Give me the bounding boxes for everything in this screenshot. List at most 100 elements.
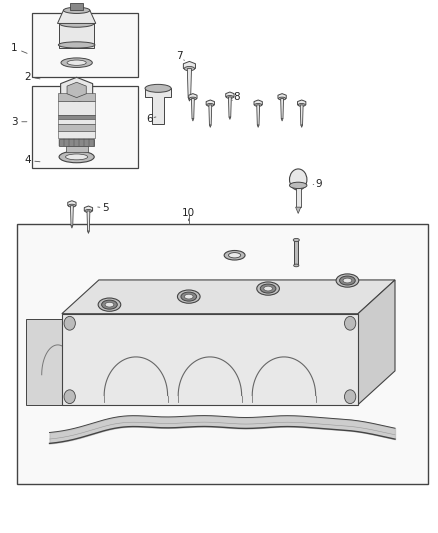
Ellipse shape: [260, 284, 276, 293]
Bar: [58, 101, 95, 115]
Polygon shape: [60, 77, 93, 102]
Bar: [59, 23, 94, 47]
Text: 1: 1: [11, 43, 18, 53]
Ellipse shape: [181, 292, 197, 301]
Ellipse shape: [58, 42, 95, 48]
Text: 13: 13: [269, 281, 282, 291]
Ellipse shape: [229, 253, 241, 258]
Text: 7: 7: [177, 51, 183, 61]
Ellipse shape: [59, 151, 94, 163]
Bar: [58, 131, 95, 138]
Polygon shape: [206, 100, 215, 107]
Polygon shape: [257, 125, 259, 127]
Ellipse shape: [177, 290, 200, 303]
Polygon shape: [71, 206, 73, 226]
Ellipse shape: [226, 95, 233, 99]
Polygon shape: [88, 231, 89, 233]
Ellipse shape: [61, 58, 92, 68]
Ellipse shape: [67, 60, 86, 66]
Bar: [58, 124, 95, 131]
Text: 11: 11: [130, 286, 143, 296]
Ellipse shape: [145, 84, 171, 92]
Polygon shape: [187, 69, 191, 98]
Ellipse shape: [184, 67, 194, 71]
Polygon shape: [184, 61, 195, 71]
Polygon shape: [281, 119, 283, 121]
Polygon shape: [68, 201, 76, 207]
Ellipse shape: [293, 238, 299, 241]
Ellipse shape: [254, 103, 262, 107]
Ellipse shape: [290, 182, 307, 189]
Ellipse shape: [343, 278, 352, 283]
Polygon shape: [26, 319, 79, 405]
Ellipse shape: [102, 300, 117, 309]
Polygon shape: [257, 105, 260, 125]
Bar: [66, 146, 88, 152]
Polygon shape: [254, 100, 262, 107]
Polygon shape: [226, 92, 234, 99]
Bar: [58, 93, 95, 101]
Polygon shape: [300, 105, 303, 125]
Polygon shape: [87, 211, 90, 231]
Polygon shape: [278, 94, 286, 100]
Ellipse shape: [279, 97, 286, 100]
Ellipse shape: [66, 154, 88, 160]
Polygon shape: [297, 100, 306, 107]
Ellipse shape: [189, 97, 197, 100]
Ellipse shape: [298, 103, 305, 107]
Polygon shape: [57, 10, 96, 23]
Ellipse shape: [257, 282, 279, 295]
Polygon shape: [84, 206, 92, 213]
Circle shape: [345, 317, 356, 330]
Ellipse shape: [184, 294, 193, 299]
Ellipse shape: [339, 276, 355, 285]
Polygon shape: [281, 99, 283, 119]
Polygon shape: [358, 280, 395, 405]
Ellipse shape: [224, 251, 245, 260]
Bar: [296, 185, 301, 207]
Bar: [294, 240, 298, 265]
Text: 4: 4: [24, 156, 31, 165]
Text: 10: 10: [182, 208, 195, 218]
Text: 5: 5: [102, 203, 109, 213]
Text: 2: 2: [24, 71, 31, 82]
Polygon shape: [229, 97, 231, 117]
Text: 14: 14: [329, 329, 342, 339]
Text: 6: 6: [146, 114, 153, 124]
Text: 9: 9: [316, 179, 322, 189]
Text: 8: 8: [233, 92, 240, 102]
Ellipse shape: [68, 204, 75, 207]
Circle shape: [64, 390, 75, 403]
Polygon shape: [229, 117, 231, 119]
Bar: [71, 3, 83, 10]
Ellipse shape: [85, 209, 92, 213]
Ellipse shape: [294, 264, 299, 266]
Ellipse shape: [98, 298, 121, 311]
Bar: [17, 224, 428, 484]
Polygon shape: [192, 119, 194, 121]
Polygon shape: [209, 125, 211, 127]
Polygon shape: [145, 88, 171, 124]
Bar: [32, 13, 138, 77]
Polygon shape: [67, 82, 86, 98]
Ellipse shape: [59, 20, 94, 27]
Circle shape: [64, 317, 75, 330]
Polygon shape: [188, 98, 191, 101]
Polygon shape: [209, 105, 212, 125]
Polygon shape: [301, 125, 303, 127]
Bar: [58, 118, 95, 124]
Ellipse shape: [336, 274, 359, 287]
Bar: [58, 115, 95, 118]
Polygon shape: [71, 226, 73, 228]
Polygon shape: [189, 94, 197, 100]
Bar: [32, 86, 138, 168]
Polygon shape: [62, 314, 358, 405]
Ellipse shape: [264, 286, 272, 291]
Ellipse shape: [207, 103, 214, 107]
Ellipse shape: [64, 7, 90, 13]
Polygon shape: [191, 99, 194, 119]
Circle shape: [290, 169, 307, 190]
Bar: [59, 139, 95, 146]
Text: 12: 12: [210, 281, 223, 291]
Polygon shape: [62, 280, 395, 314]
